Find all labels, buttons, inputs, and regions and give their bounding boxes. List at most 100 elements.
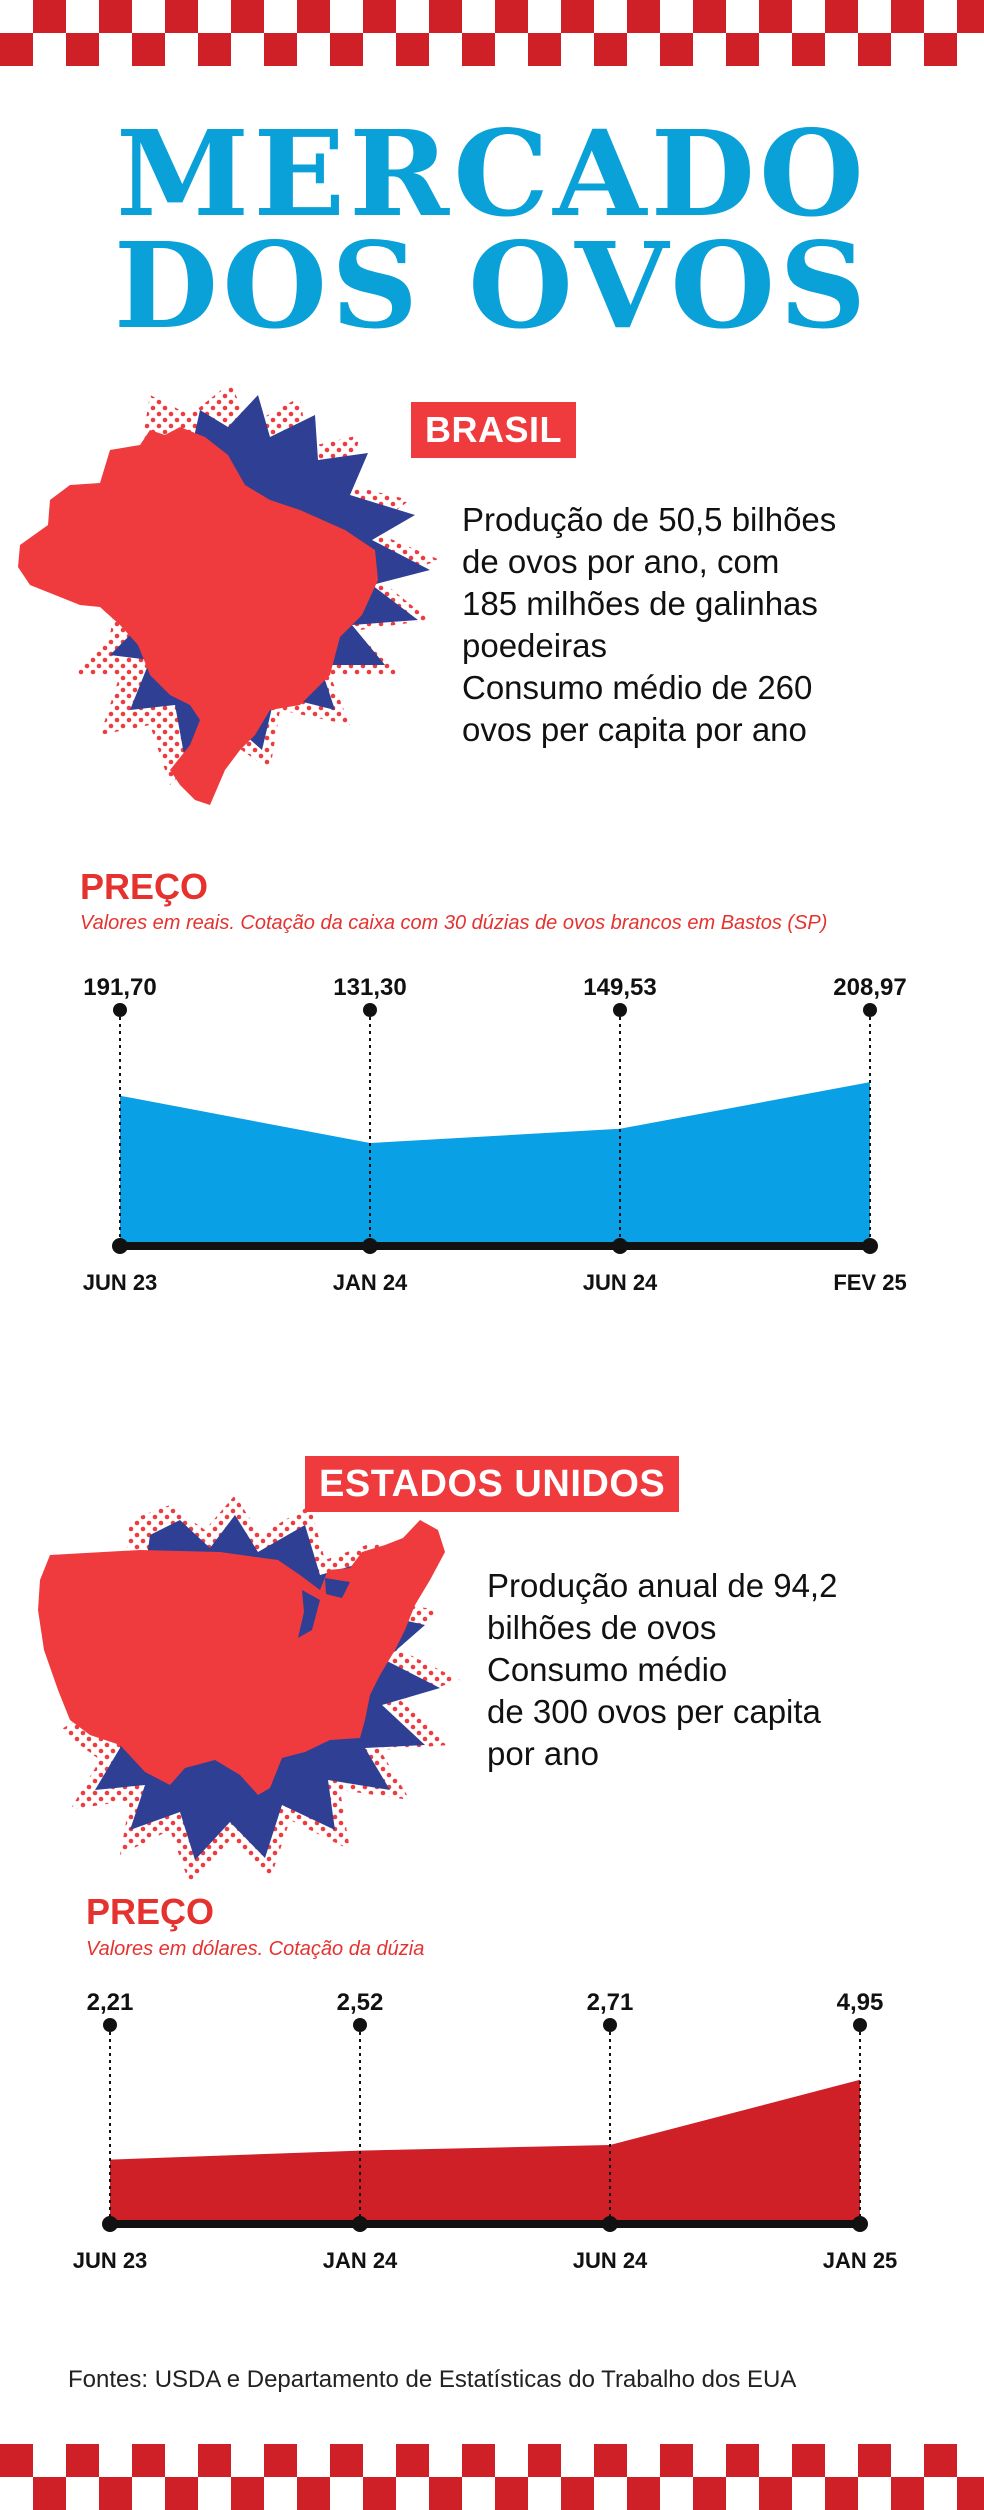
checker-square [66, 2444, 99, 2477]
checker-square [396, 2444, 429, 2477]
category-label: JUN 24 [583, 1270, 658, 1295]
checker-square [231, 0, 264, 33]
axis-point [362, 1238, 378, 1254]
checker-square [891, 0, 924, 33]
brazil-shape [18, 427, 378, 805]
checker-square [330, 2444, 363, 2477]
axis-point [862, 1238, 878, 1254]
checker-square [99, 2477, 132, 2510]
checker-square [264, 2444, 297, 2477]
checker-square [792, 2444, 825, 2477]
checker-square [561, 0, 594, 33]
category-label: JUN 23 [73, 2248, 148, 2273]
brasil-description: Produção de 50,5 bilhões de ovos por ano… [462, 499, 836, 751]
checker-square [759, 0, 792, 33]
brazil-map-illustration [18, 383, 440, 805]
checker-square [297, 2477, 330, 2510]
checker-square [264, 33, 297, 66]
checker-square [627, 2477, 660, 2510]
checker-square [957, 0, 984, 33]
axis-point [102, 2216, 118, 2232]
eua-price-chart: 2,21 JUN 23 2,52 JAN 24 2,71 JUN 24 4,95 JAN 25 [73, 1989, 898, 2273]
checker-square [429, 2477, 462, 2510]
checker-square [924, 2444, 957, 2477]
great-lakes [298, 1578, 350, 1638]
checker-square [528, 33, 561, 66]
checker-square [429, 0, 462, 33]
checker-square [132, 33, 165, 66]
value-label: 2,21 [87, 1989, 134, 2016]
checker-square [462, 33, 495, 66]
checker-square [693, 2477, 726, 2510]
checker-square [66, 33, 99, 66]
checker-square [231, 2477, 264, 2510]
checker-square [0, 33, 33, 66]
checker-square [495, 2477, 528, 2510]
value-point [103, 2018, 117, 2032]
checker-square [528, 2444, 561, 2477]
value-point [863, 1003, 877, 1017]
checker-square [825, 2477, 858, 2510]
checker-square [693, 0, 726, 33]
checker-square [198, 2444, 231, 2477]
checker-square [330, 33, 363, 66]
page-title-line-2: DOS OVOS [113, 216, 871, 355]
eua-desc-line: Consumo médio [487, 1651, 728, 1688]
checker-square [957, 2477, 984, 2510]
area-series [120, 1082, 870, 1246]
checker-square [858, 2444, 891, 2477]
value-label: 191,70 [83, 974, 156, 1001]
checker-square [924, 33, 957, 66]
brasil-desc-line: Produção de 50,5 bilhões [462, 501, 837, 538]
checker-square [99, 0, 132, 33]
page-title-line-1: MERCADO [116, 104, 868, 243]
brasil-desc-line: 185 milhões de galinhas [462, 585, 818, 622]
value-label: 2,52 [337, 1989, 384, 2016]
checker-square [33, 0, 66, 33]
checker-square [363, 2477, 396, 2510]
category-label: FEV 25 [833, 1270, 906, 1295]
brasil-badge: BRASIL [411, 402, 576, 458]
checker-square [594, 2444, 627, 2477]
value-label: 208,97 [833, 974, 906, 1001]
axis-point [612, 1238, 628, 1254]
value-label: 2,71 [587, 1989, 634, 2016]
value-point [363, 1003, 377, 1017]
checker-square [858, 33, 891, 66]
brasil-desc-line: Consumo médio de 260 [462, 669, 813, 706]
category-label: JAN 25 [823, 2248, 898, 2273]
area-series [110, 2079, 860, 2224]
eua-desc-line: de 300 ovos per capita [487, 1693, 821, 1730]
brasil-chart-subtitle: Valores em reais. Cotação da caixa com 3… [80, 912, 828, 934]
eua-chart-subtitle: Valores em dólares. Cotação da dúzia [86, 1938, 425, 1960]
brasil-desc-line: ovos per capita por ano [462, 711, 807, 748]
brasil-desc-line: de ovos por ano, com [462, 543, 780, 580]
sources-note: Fontes: USDA e Departamento de Estatísti… [68, 2366, 797, 2393]
value-point [603, 2018, 617, 2032]
checker-square [165, 0, 198, 33]
checker-square [33, 2477, 66, 2510]
checker-square [891, 2477, 924, 2510]
checker-square [396, 33, 429, 66]
checker-square [363, 0, 396, 33]
value-label: 131,30 [333, 974, 406, 1001]
eua-chart-title: PREÇO [86, 1891, 215, 1932]
checker-square [165, 2477, 198, 2510]
value-point [853, 2018, 867, 2032]
value-point [353, 2018, 367, 2032]
eua-desc-line: por ano [487, 1735, 599, 1772]
category-label: JUN 24 [573, 2248, 648, 2273]
checker-square [627, 0, 660, 33]
checker-square [198, 33, 231, 66]
checker-square [660, 2444, 693, 2477]
checker-square [297, 0, 330, 33]
brasil-price-chart: 191,70 JUN 23 131,30 JAN 24 149,53 JUN 24 208,… [83, 974, 907, 1295]
eua-badge: ESTADOS UNIDOS [305, 1456, 680, 1512]
brasil-desc-line: poedeiras [462, 627, 607, 664]
page-title: MERCADO DOS OVOS [0, 104, 984, 355]
value-label: 4,95 [837, 1989, 884, 2016]
category-label: JUN 23 [83, 1270, 158, 1295]
value-label: 149,53 [583, 974, 656, 1001]
value-point [113, 1003, 127, 1017]
brasil-chart-title: PREÇO [80, 866, 209, 907]
